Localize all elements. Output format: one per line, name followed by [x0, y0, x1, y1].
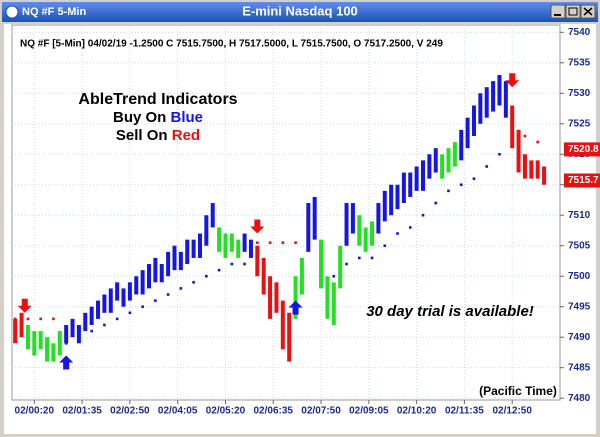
x-tick-label: 02/07:50	[301, 406, 341, 417]
x-tick-label: 02/09:05	[349, 406, 389, 417]
stop-dot	[472, 177, 476, 180]
stop-dot	[396, 232, 399, 235]
annotation-sell: Sell On Red	[116, 127, 200, 144]
stop-dot	[90, 329, 93, 333]
x-tick-label: 02/05:20	[206, 406, 246, 417]
chart-title: E-mini Nasdaq 100	[242, 3, 358, 18]
stop-dot	[166, 293, 170, 296]
x-tick-label: 02/06:35	[254, 406, 294, 417]
stop-dot	[498, 152, 501, 156]
y-tick-label: 7490	[568, 332, 591, 343]
stop-dot	[332, 274, 336, 278]
stop-dot	[217, 268, 221, 272]
stop-dot	[523, 134, 527, 138]
x-tick-label: 02/11:35	[445, 406, 484, 417]
y-tick-label: 7525	[568, 118, 591, 129]
stop-dot	[357, 256, 361, 260]
annotation-time-zone: (Pacific Time)	[479, 384, 557, 398]
stop-dot	[103, 323, 106, 327]
stop-dot	[421, 213, 425, 217]
stop-dot	[459, 183, 463, 187]
buy-text: Buy On	[113, 109, 171, 126]
stop-dot	[39, 317, 42, 321]
stop-dot	[294, 241, 297, 244]
x-tick-label: 02/12:50	[492, 406, 532, 417]
sell-arrow	[17, 298, 32, 313]
stop-dot	[256, 241, 259, 244]
stop-dot	[281, 241, 285, 244]
y-tick-label: 7495	[568, 301, 591, 312]
stop-dot	[536, 140, 539, 144]
sell-text: Sell On	[116, 127, 172, 144]
stop-dot	[268, 241, 272, 244]
y-tick-label: 7535	[568, 57, 591, 68]
sell-color-word: Red	[172, 127, 200, 144]
stop-dot	[205, 274, 208, 278]
stop-dot	[128, 311, 132, 315]
minimize-button[interactable]	[550, 4, 566, 19]
x-tick-label: 02/04:05	[158, 406, 198, 417]
buy-color-word: Blue	[171, 109, 204, 126]
info-line: NQ #F [5-Min] 04/02/19 -1.2500 C 7515.75…	[20, 39, 443, 50]
sell-arrow	[505, 73, 520, 88]
x-tick-label: 02/01:35	[62, 406, 102, 417]
x-tick-label: 02/02:50	[110, 406, 150, 417]
stop-dot	[52, 317, 55, 321]
x-tick-label: 02/00:20	[15, 406, 55, 417]
maximize-button[interactable]	[565, 4, 581, 19]
stop-dot	[447, 189, 450, 193]
y-tick-label: 7510	[568, 210, 591, 221]
window-buttons[interactable]	[550, 4, 596, 19]
stop-dot	[370, 256, 374, 260]
stop-dot	[26, 317, 30, 321]
price-label: 7515.7	[568, 175, 599, 186]
y-tick-label: 7540	[568, 27, 591, 38]
stop-dot	[141, 305, 144, 309]
title-bar	[2, 2, 598, 22]
stop-dot	[230, 262, 234, 266]
y-tick-label: 7530	[568, 88, 591, 99]
plot-area	[11, 24, 561, 401]
stop-dot	[192, 281, 195, 284]
stop-dot	[179, 287, 183, 290]
buy-arrow	[59, 355, 74, 370]
stop-dot	[345, 262, 348, 266]
annotation-buy: Buy On Blue	[113, 109, 203, 126]
stop-dot	[243, 262, 246, 266]
window-title: NQ #F 5-Min	[22, 6, 86, 18]
y-tick-label: 7505	[568, 240, 591, 251]
stop-dot	[154, 299, 157, 302]
annotation-heading: AbleTrend Indicators	[78, 91, 237, 108]
stop-dot	[115, 317, 119, 321]
stop-dot	[408, 226, 412, 229]
app-icon	[5, 5, 19, 19]
sell-arrow	[250, 219, 265, 234]
price-label-box	[564, 142, 600, 157]
y-tick-label: 7485	[568, 362, 591, 373]
price-label-box	[564, 173, 600, 188]
stop-dot	[434, 201, 438, 205]
x-tick-label: 02/10:20	[397, 406, 437, 417]
annotation-trial: 30 day trial is available!	[366, 303, 534, 320]
buy-arrow	[288, 300, 303, 315]
y-tick-label: 7500	[568, 271, 591, 282]
stop-dot	[485, 165, 489, 168]
stop-dot	[383, 244, 387, 248]
y-tick-label: 7480	[568, 393, 591, 404]
price-label: 7520.8	[568, 144, 599, 155]
